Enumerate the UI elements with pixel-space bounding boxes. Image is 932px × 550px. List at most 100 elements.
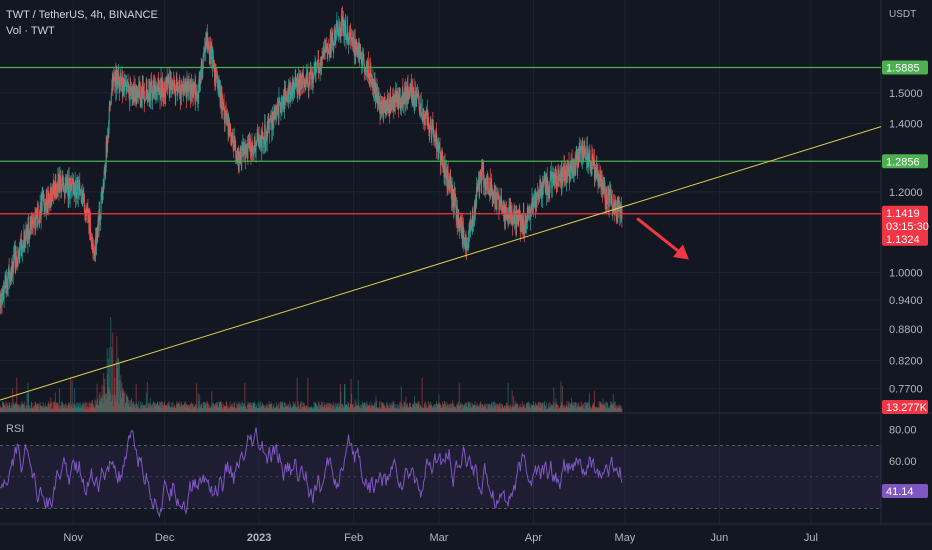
candle-body: [353, 37, 355, 54]
candle-body: [395, 91, 397, 99]
candle-body: [32, 218, 34, 224]
volume-bar: [437, 403, 439, 412]
volume-bar: [304, 406, 306, 412]
symbol-title[interactable]: TWT / TetherUS, 4h, BINANCE: [6, 9, 158, 21]
volume-bar: [286, 406, 288, 412]
candle-body: [159, 87, 161, 94]
arrow-head[interactable]: [673, 244, 689, 260]
candle-body: [402, 88, 404, 105]
trendline[interactable]: [0, 126, 882, 401]
candle-body: [269, 118, 271, 120]
volume-bar: [382, 402, 384, 412]
candle-body: [436, 141, 438, 149]
candle-body: [420, 103, 422, 117]
candle-body: [277, 104, 279, 108]
volume-bar: [574, 402, 576, 412]
volume-bar: [396, 408, 398, 412]
volume-bar: [479, 403, 481, 412]
candle-body: [436, 141, 438, 148]
candle-body: [431, 121, 433, 131]
volume-bar: [284, 402, 286, 412]
volume-bar: [184, 403, 186, 412]
candle-body: [234, 135, 236, 141]
volume-bar: [90, 402, 92, 412]
candle-body: [338, 21, 340, 29]
volume-bar: [593, 391, 595, 412]
candle-body: [216, 76, 218, 78]
volume-bar: [534, 406, 536, 412]
arrow-shaft[interactable]: [636, 217, 679, 252]
volume-bar: [287, 405, 289, 412]
candle-body: [388, 107, 390, 113]
volume-bar: [434, 407, 436, 412]
candle-body: [571, 159, 573, 175]
candle-body: [509, 205, 511, 217]
candle-body: [212, 56, 214, 58]
volume-bar: [264, 408, 266, 412]
rsi-line: [0, 427, 623, 518]
volume-bar: [260, 401, 262, 412]
volume-bar: [327, 402, 329, 412]
level-price-tag-text: 1.2856: [886, 156, 920, 168]
candle-body: [432, 121, 434, 126]
candle-body: [77, 187, 79, 199]
volume-bar: [320, 405, 322, 412]
candle-body: [585, 158, 587, 160]
candle-body: [597, 176, 599, 186]
candle-body: [218, 81, 220, 89]
volume-bar: [537, 402, 539, 412]
volume-bar: [109, 393, 111, 412]
volume-bar: [76, 402, 78, 412]
candle-body: [149, 97, 151, 101]
volume-bar: [308, 408, 310, 412]
candle-body: [568, 162, 570, 172]
volume-bar: [443, 406, 445, 412]
candle-body: [306, 72, 308, 82]
candle-body: [99, 215, 101, 221]
volume-bar: [575, 408, 577, 412]
candle-body: [607, 195, 609, 205]
candle-body: [528, 208, 530, 210]
candle-body: [261, 131, 263, 152]
candle-body: [553, 177, 555, 180]
volume-bar: [215, 401, 217, 412]
candle-body: [318, 59, 320, 74]
volume-bar: [564, 404, 566, 412]
candle-body: [242, 142, 244, 146]
candle-body: [386, 103, 388, 115]
volume-bar: [359, 404, 361, 412]
candle-body: [131, 89, 133, 96]
candle-body: [492, 196, 494, 201]
candle-body: [116, 71, 118, 85]
candle-body: [522, 223, 524, 231]
volume-bar: [457, 403, 459, 412]
candle-body: [504, 203, 506, 222]
volume-bar: [295, 406, 297, 412]
candle-body: [248, 143, 250, 144]
candle-body: [36, 211, 38, 220]
candle-body: [238, 158, 240, 167]
volume-bar: [430, 405, 432, 412]
volume-bar: [197, 393, 199, 412]
candle-body: [106, 143, 108, 152]
candle-body: [203, 52, 205, 56]
volume-bar: [458, 405, 460, 412]
candle-body: [305, 78, 307, 81]
candle-body: [298, 76, 300, 97]
volume-bar: [258, 408, 260, 412]
volume-bar: [271, 404, 273, 412]
volume-bar: [437, 403, 439, 412]
candle-body: [304, 86, 306, 89]
candle-body: [148, 79, 150, 99]
volume-bar: [153, 402, 155, 412]
volume-bar: [320, 407, 322, 412]
volume-bar: [79, 407, 81, 412]
volume-bar: [355, 405, 357, 412]
volume-bar: [603, 404, 605, 412]
rsi-label[interactable]: RSI: [6, 423, 24, 435]
candle-body: [42, 195, 44, 198]
candle-body: [545, 181, 547, 195]
volume-bar: [293, 404, 295, 412]
volume-indicator-label[interactable]: Vol · TWT: [6, 25, 55, 37]
